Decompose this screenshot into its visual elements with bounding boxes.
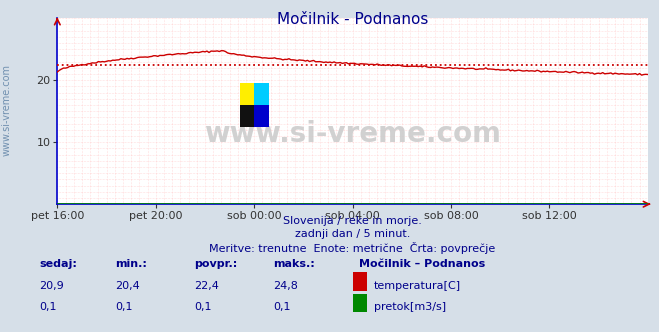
Bar bbox=[254, 105, 268, 127]
Bar bbox=[254, 83, 268, 105]
Text: 22,4: 22,4 bbox=[194, 281, 219, 291]
Text: 20,4: 20,4 bbox=[115, 281, 140, 291]
Text: Meritve: trenutne  Enote: metrične  Črta: povprečje: Meritve: trenutne Enote: metrične Črta: … bbox=[210, 242, 496, 254]
Text: 0,1: 0,1 bbox=[40, 302, 57, 312]
Text: Močilnik – Podnanos: Močilnik – Podnanos bbox=[359, 259, 486, 269]
Text: povpr.:: povpr.: bbox=[194, 259, 238, 269]
Text: www.si-vreme.com: www.si-vreme.com bbox=[204, 120, 501, 147]
Text: Slovenija / reke in morje.: Slovenija / reke in morje. bbox=[283, 216, 422, 226]
Text: 0,1: 0,1 bbox=[273, 302, 291, 312]
Text: pretok[m3/s]: pretok[m3/s] bbox=[374, 302, 445, 312]
Text: temperatura[C]: temperatura[C] bbox=[374, 281, 461, 291]
Text: Močilnik - Podnanos: Močilnik - Podnanos bbox=[277, 12, 428, 27]
Text: www.si-vreme.com: www.si-vreme.com bbox=[1, 63, 12, 156]
Text: 0,1: 0,1 bbox=[194, 302, 212, 312]
Text: sedaj:: sedaj: bbox=[40, 259, 77, 269]
Text: 20,9: 20,9 bbox=[40, 281, 65, 291]
Bar bbox=[240, 83, 254, 105]
Text: 24,8: 24,8 bbox=[273, 281, 299, 291]
Text: maks.:: maks.: bbox=[273, 259, 315, 269]
Text: min.:: min.: bbox=[115, 259, 147, 269]
Text: 0,1: 0,1 bbox=[115, 302, 133, 312]
Bar bbox=[240, 105, 254, 127]
Text: zadnji dan / 5 minut.: zadnji dan / 5 minut. bbox=[295, 229, 411, 239]
